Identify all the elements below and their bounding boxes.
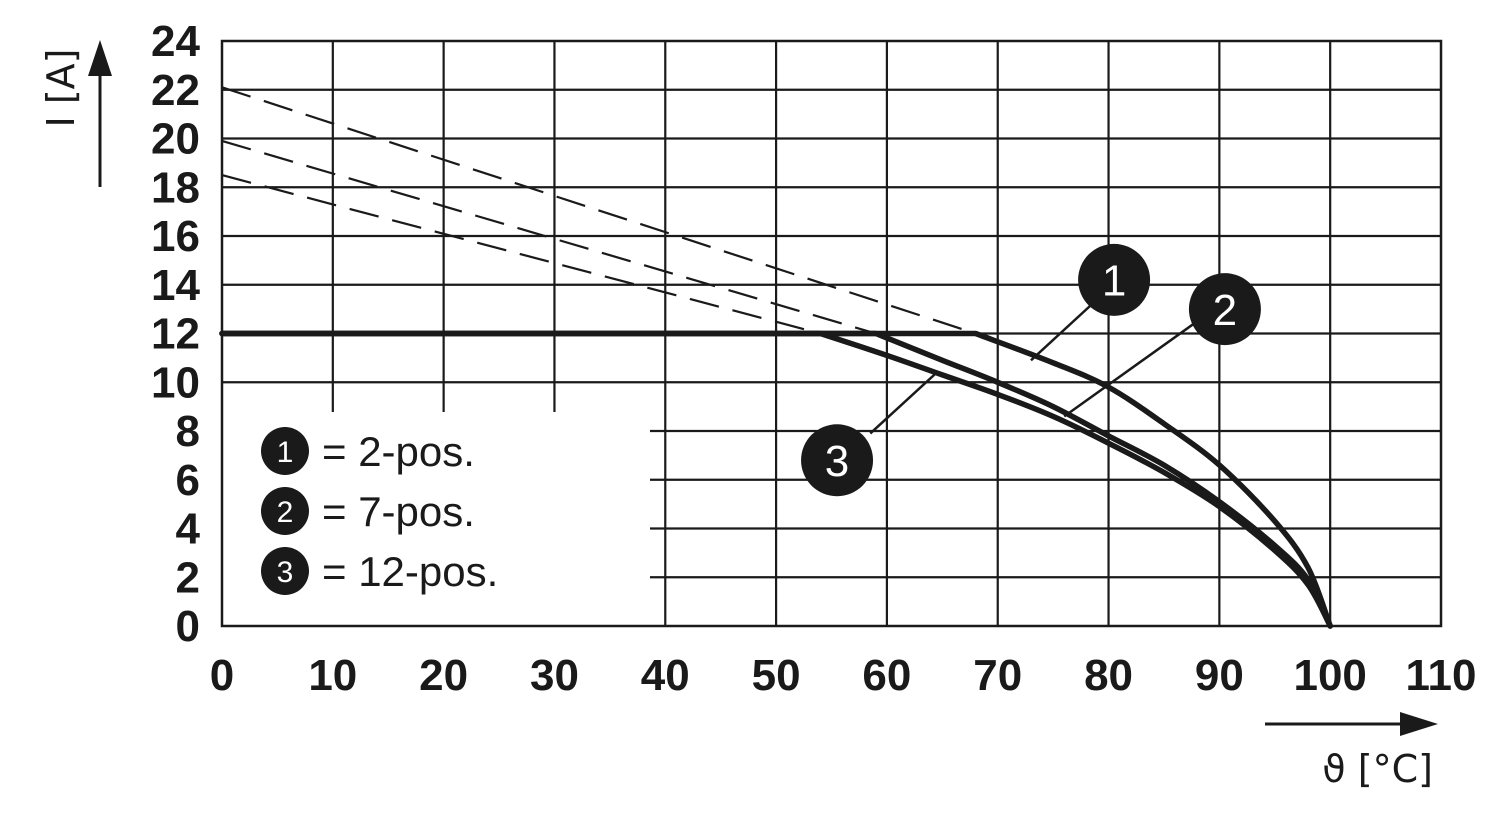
x-tick-label-70: 70 bbox=[973, 651, 1022, 700]
y-tick-label-2: 2 bbox=[176, 553, 200, 602]
callout-badge-1-label: 1 bbox=[1102, 257, 1126, 306]
legend-marker-2: 2 bbox=[261, 487, 309, 535]
y-tick-label-24: 24 bbox=[151, 17, 200, 66]
x-tick-label-100: 100 bbox=[1293, 651, 1366, 700]
y-axis-arrow bbox=[88, 40, 112, 187]
y-tick-label-6: 6 bbox=[176, 456, 200, 505]
x-tick-label-20: 20 bbox=[419, 651, 468, 700]
legend-text-3: = 12-pos. bbox=[322, 548, 498, 595]
legend-text-2: = 7-pos. bbox=[322, 488, 475, 535]
legend-marker-1-label: 1 bbox=[277, 436, 294, 469]
dashed-extrapolation-line-1 bbox=[221, 86, 976, 335]
y-tick-label-10: 10 bbox=[151, 358, 200, 407]
y-tick-label-16: 16 bbox=[151, 212, 200, 261]
y-tick-label-18: 18 bbox=[151, 163, 200, 212]
callout-leader-1 bbox=[1030, 303, 1093, 362]
legend-marker-2-label: 2 bbox=[277, 496, 294, 529]
x-tick-label-50: 50 bbox=[752, 651, 801, 700]
callout-badge-3: 3 bbox=[801, 424, 874, 497]
legend-marker-1-circle bbox=[261, 427, 309, 475]
legend: 1 = 2-pos. 2 = 7-pos. 3 = 12-pos. bbox=[226, 412, 650, 622]
x-tick-label-40: 40 bbox=[641, 651, 690, 700]
x-tick-label-80: 80 bbox=[1084, 651, 1133, 700]
y-tick-label-14: 14 bbox=[151, 261, 200, 310]
legend-marker-3-label: 3 bbox=[277, 556, 294, 589]
legend-marker-1: 1 bbox=[261, 427, 309, 475]
callout-badge-2: 2 bbox=[1188, 273, 1261, 346]
callout-badge-1-circle bbox=[1078, 243, 1151, 316]
legend-marker-3: 3 bbox=[261, 547, 309, 595]
callout-badge-2-label: 2 bbox=[1213, 286, 1237, 335]
x-tick-label-60: 60 bbox=[862, 651, 911, 700]
y-tick-label-12: 12 bbox=[151, 310, 200, 359]
x-tick-labels: 0 10 20 30 40 50 60 70 80 90 100 110 bbox=[210, 651, 1477, 700]
series-line-2 bbox=[219, 330, 1333, 629]
y-axis-title: I [A] bbox=[39, 49, 83, 128]
x-axis-title: ϑ [°C] bbox=[1322, 747, 1433, 791]
legend-marker-2-circle bbox=[261, 487, 309, 535]
legend-text-1: = 2-pos. bbox=[322, 428, 475, 475]
dashed-extrapolation-line-2 bbox=[221, 139, 877, 335]
y-tick-label-20: 20 bbox=[151, 115, 200, 164]
x-tick-label-110: 110 bbox=[1406, 651, 1477, 700]
series-line-1 bbox=[219, 330, 1333, 629]
callout-badge-2-circle bbox=[1188, 273, 1261, 346]
y-tick-label-8: 8 bbox=[176, 407, 200, 456]
series-line-3 bbox=[219, 330, 1333, 629]
dashed-extrapolation-line-3 bbox=[221, 174, 821, 335]
x-tick-label-0: 0 bbox=[210, 651, 234, 700]
callout-leader-2 bbox=[1063, 320, 1198, 418]
y-tick-label-0: 0 bbox=[176, 602, 200, 651]
callouts: 1 2 3 bbox=[801, 243, 1261, 497]
callout-leader-3 bbox=[869, 371, 938, 435]
x-tick-label-30: 30 bbox=[530, 651, 579, 700]
callout-badge-1: 1 bbox=[1078, 243, 1151, 316]
x-axis-arrow bbox=[1265, 712, 1438, 736]
x-tick-label-10: 10 bbox=[308, 651, 357, 700]
legend-marker-3-circle bbox=[261, 547, 309, 595]
series bbox=[219, 86, 1333, 629]
y-tick-label-22: 22 bbox=[151, 66, 200, 115]
callout-badge-3-circle bbox=[801, 424, 874, 497]
x-tick-label-90: 90 bbox=[1195, 651, 1244, 700]
y-tick-label-4: 4 bbox=[176, 505, 201, 554]
callout-badge-3-label: 3 bbox=[825, 437, 849, 486]
